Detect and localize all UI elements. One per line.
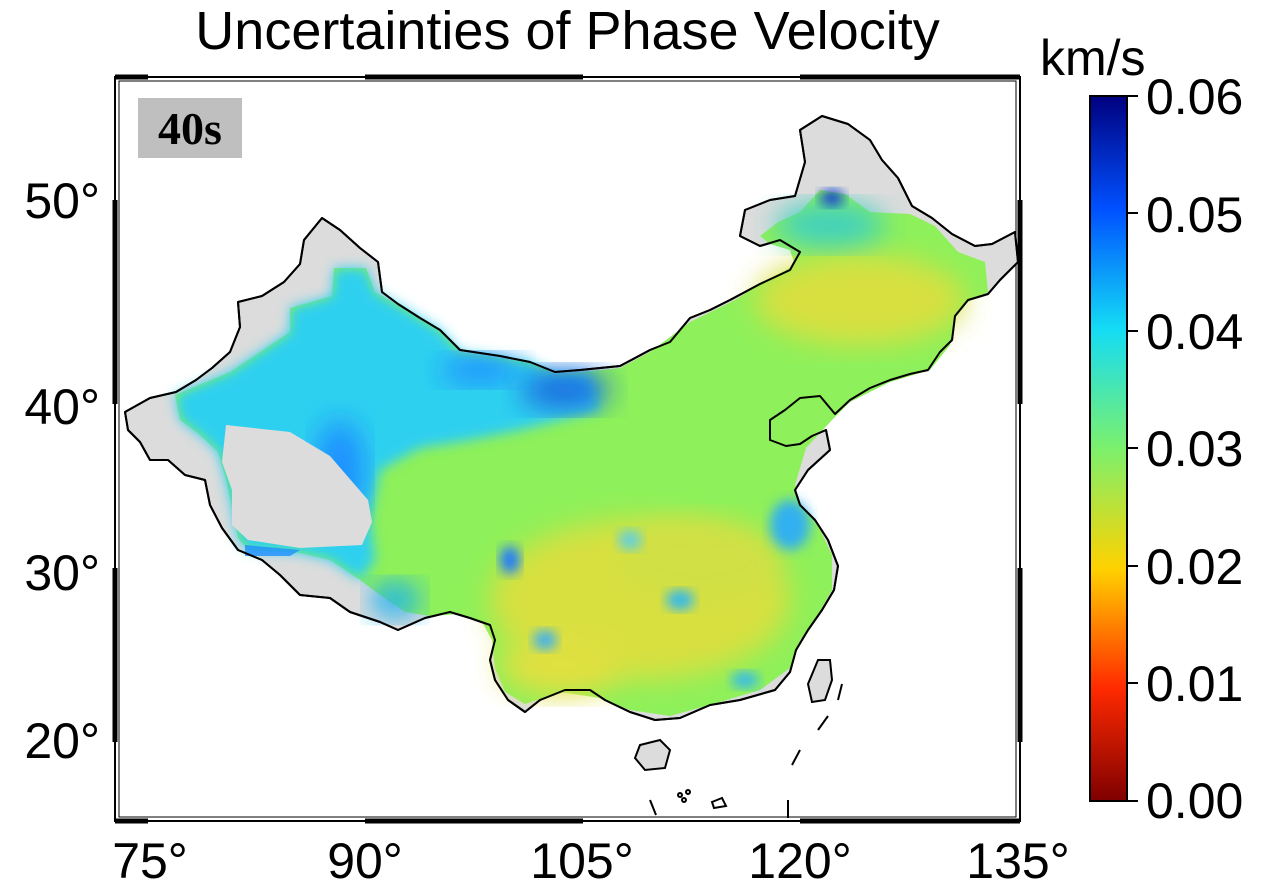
map-title: Uncertainties of Phase Velocity [195,1,940,61]
period-label: 40s [158,102,222,154]
colorbar-tick-label: 0.00 [1146,773,1244,829]
taiwan-island [806,659,834,704]
colorbar-tick-label: 0.03 [1146,421,1244,477]
colorbar-tick-label: 0.04 [1146,304,1244,360]
lon-tick-105: 105° [530,833,634,889]
china-border [124,115,1019,721]
colorbar [1089,95,1128,802]
colorbar-tick-label: 0.01 [1146,656,1244,712]
colorbar-tick-label: 0.06 [1146,69,1244,125]
lat-tick-50: 50° [24,173,100,229]
colorbar-tick-label: 0.05 [1146,187,1244,243]
hainan-island [633,738,672,772]
colorbar-unit: km/s [1040,30,1146,86]
colorbar-tick-label: 0.02 [1146,539,1244,595]
lat-tick-40: 40° [24,379,100,435]
lon-tick-135: 135° [966,833,1070,889]
lon-tick-120: 120° [748,833,852,889]
colorbar-ticks [1127,95,1138,802]
period-badge: 40s [138,98,242,158]
uncertainty-field [175,190,988,716]
lon-tick-90: 90° [327,833,403,889]
lon-tick-75: 75° [112,833,188,889]
lat-tick-20: 20° [24,713,100,769]
frame-checker [112,74,1023,824]
lat-tick-30: 30° [24,545,100,601]
